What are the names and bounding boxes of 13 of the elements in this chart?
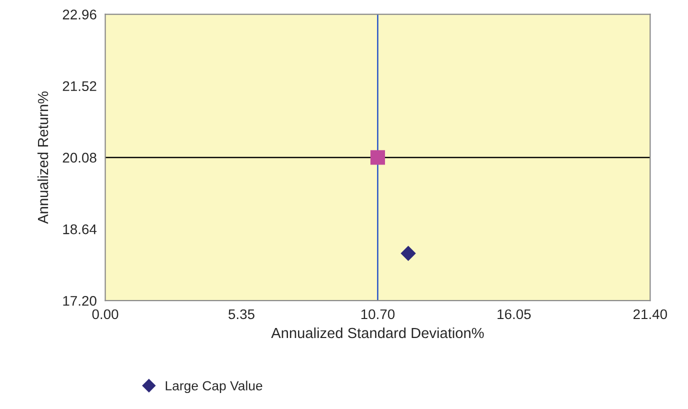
x-axis-title: Annualized Standard Deviation% xyxy=(271,327,484,338)
y-tick-label: 20.08 xyxy=(62,152,96,163)
x-tick-label: 16.05 xyxy=(498,309,531,320)
x-tick-label: 0.00 xyxy=(92,309,118,320)
x-tick-label: 21.40 xyxy=(633,309,667,320)
y-tick-label: 21.52 xyxy=(62,81,96,92)
x-tick-label: 5.35 xyxy=(228,309,254,320)
legend-label: Large Cap Value xyxy=(166,380,262,394)
y-tick-label: 22.96 xyxy=(62,10,96,20)
y-axis-title: Annualized Return% xyxy=(37,92,48,224)
y-tick-label: 17.20 xyxy=(63,296,96,306)
y-tick-label: 18.64 xyxy=(63,224,97,234)
x-tick-label: 10.70 xyxy=(361,309,395,320)
